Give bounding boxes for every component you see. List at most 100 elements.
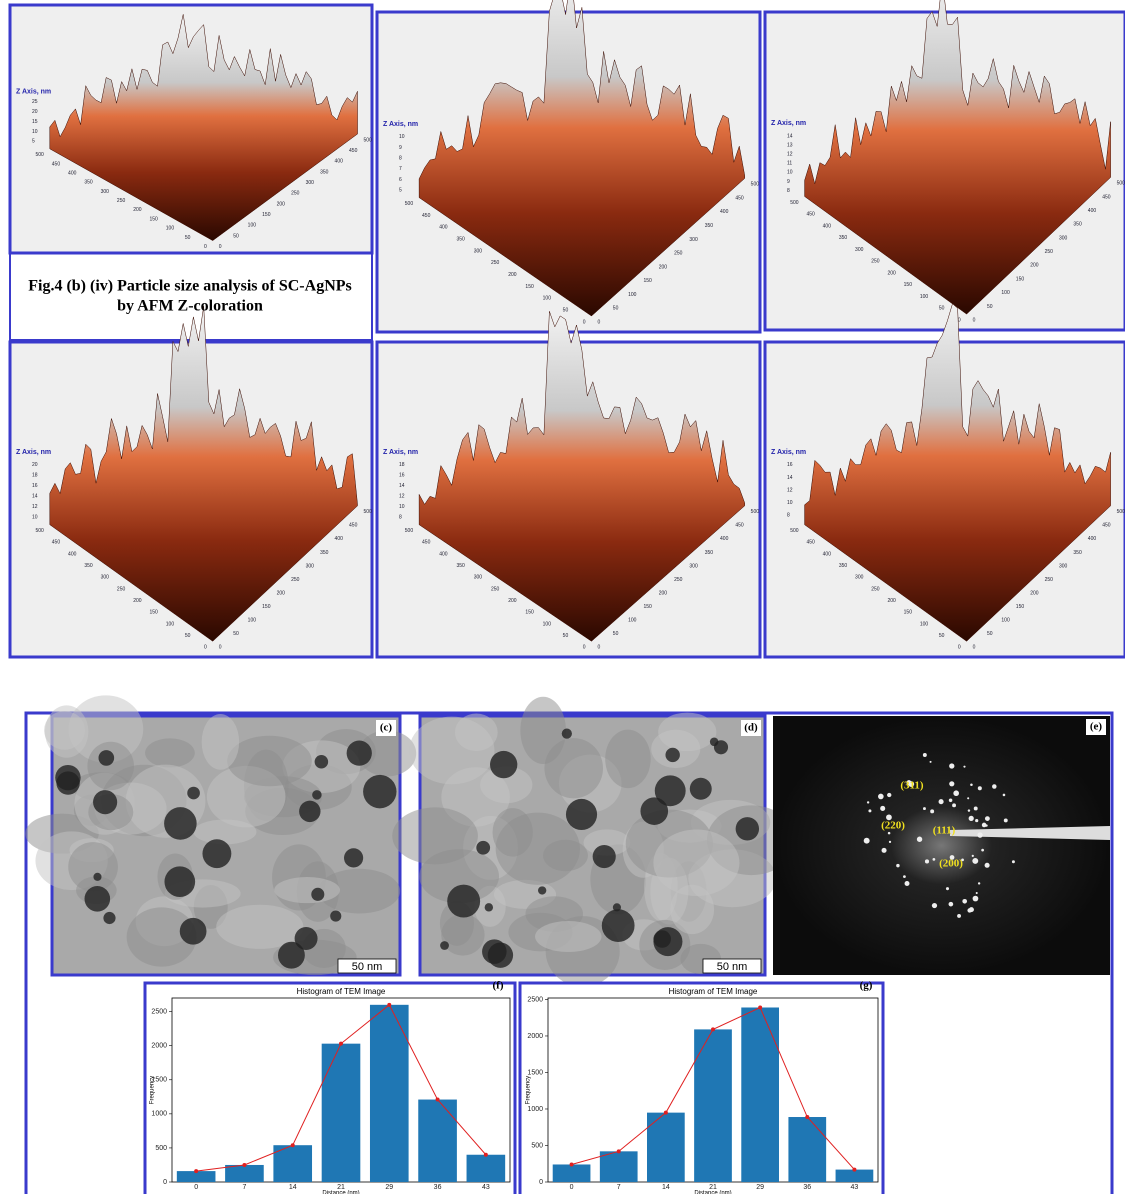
y-tick-label: 2000 [527, 1033, 543, 1040]
z-tick-label: 16 [787, 462, 793, 468]
plane-label: (220) [881, 820, 905, 832]
diffraction-spot [975, 819, 978, 822]
z-tick-label: 10 [32, 515, 38, 521]
x-tick-label: 0 [958, 645, 961, 651]
diffraction-spot [923, 753, 927, 757]
particle [274, 877, 340, 903]
y-tick-label: 150 [1016, 604, 1025, 610]
nanoparticle [593, 845, 616, 868]
nanoparticle [93, 790, 117, 814]
diffraction-spot [967, 797, 969, 799]
y-tick-label: 250 [291, 577, 300, 583]
diffraction-spot [864, 838, 870, 844]
diffraction-spot [969, 816, 974, 821]
nanoparticle [93, 873, 101, 881]
bar [741, 1007, 779, 1182]
y-tick-label: 50 [613, 306, 619, 312]
y-tick-label: 500 [364, 509, 373, 515]
diffraction-spot [925, 859, 929, 863]
diffraction-spot [917, 837, 922, 842]
x-tick-label: 100 [166, 226, 175, 232]
diffraction-spot [903, 875, 906, 878]
trend-point [484, 1153, 488, 1157]
y-tick-label: 100 [628, 617, 637, 623]
x-tick-label: 50 [939, 306, 945, 312]
trend-point [436, 1098, 440, 1102]
diffraction-spot [968, 809, 970, 811]
x-tick-label: 500 [35, 528, 44, 534]
z-tick-label: 12 [32, 504, 38, 510]
x-tick-label: 250 [491, 260, 500, 266]
nanoparticle [653, 927, 682, 956]
x-tick-label: 14 [289, 1184, 297, 1191]
z-tick-label: 5 [399, 187, 402, 193]
trend-point [387, 1003, 391, 1007]
nanoparticle [85, 886, 111, 912]
z-tick-label: 14 [32, 494, 38, 500]
x-tick-label: 29 [756, 1184, 764, 1191]
trend-point [711, 1027, 715, 1031]
x-tick-label: 450 [52, 161, 61, 167]
particle [145, 738, 195, 767]
particle [520, 697, 566, 764]
nanoparticle [315, 755, 329, 769]
plane-label: (311) [900, 780, 924, 792]
diffraction-spot [978, 786, 982, 790]
z-tick-label: 7 [399, 166, 402, 172]
x-tick-label: 250 [117, 198, 126, 204]
x-tick-label: 0 [194, 1184, 198, 1191]
x-tick-label: 100 [543, 296, 552, 302]
z-tick-label: 14 [787, 133, 793, 139]
y-tick-label: 0 [973, 317, 976, 323]
x-tick-label: 14 [662, 1184, 670, 1191]
diffraction-spot [867, 801, 869, 803]
x-tick-label: 300 [101, 189, 110, 195]
scale-bar-label: 50 nm [717, 961, 748, 973]
figure: Z Axis, nm252015105500450400350300250200… [0, 0, 1125, 1194]
y-tick-label: 1500 [527, 1069, 543, 1076]
nanoparticle [347, 741, 372, 766]
z-axis-label: Z Axis, nm [771, 449, 806, 456]
x-tick-label: 450 [52, 540, 61, 546]
y-tick-label: 1000 [151, 1111, 167, 1118]
x-tick-label: 50 [185, 235, 191, 241]
y-tick-label: 300 [1059, 563, 1068, 569]
z-tick-label: 6 [399, 177, 402, 183]
y-tick-label: 200 [659, 264, 668, 270]
x-tick-label: 350 [84, 563, 93, 569]
caption-box [10, 253, 372, 340]
diffraction-spot [888, 832, 891, 835]
x-tick-label: 200 [508, 598, 517, 604]
diffraction-spot [923, 807, 926, 810]
z-axis-label: Z Axis, nm [16, 449, 51, 456]
diffraction-spot [1012, 860, 1015, 863]
y-tick-label: 450 [735, 523, 744, 529]
diffraction-spot [985, 863, 990, 868]
x-tick-label: 21 [337, 1184, 345, 1191]
y-tick-label: 50 [987, 631, 993, 637]
bar [418, 1100, 457, 1182]
nanoparticle [103, 912, 115, 924]
z-tick-label: 12 [787, 487, 793, 493]
panel-label: (d) [744, 722, 758, 734]
trend-point [805, 1115, 809, 1119]
diffraction-spot [992, 784, 997, 789]
x-tick-label: 7 [242, 1184, 246, 1191]
diffraction-spot [957, 914, 961, 918]
x-tick-label: 400 [439, 551, 448, 557]
y-tick-label: 300 [1059, 235, 1068, 241]
z-tick-label: 8 [787, 513, 790, 519]
y-tick-label: 200 [659, 590, 668, 596]
z-tick-label: 14 [399, 483, 405, 489]
particle [227, 736, 312, 787]
nanoparticle [665, 748, 679, 762]
nanoparticle [655, 775, 686, 806]
x-axis-label: Distance (nm) [694, 1191, 731, 1194]
y-tick-label: 450 [1102, 523, 1111, 529]
z-tick-label: 11 [787, 161, 792, 167]
x-tick-label: 0 [570, 1184, 574, 1191]
diffraction-spot [930, 761, 932, 763]
y-tick-label: 350 [705, 550, 714, 556]
y-tick-label: 400 [1088, 536, 1097, 542]
trend-point [339, 1042, 343, 1046]
